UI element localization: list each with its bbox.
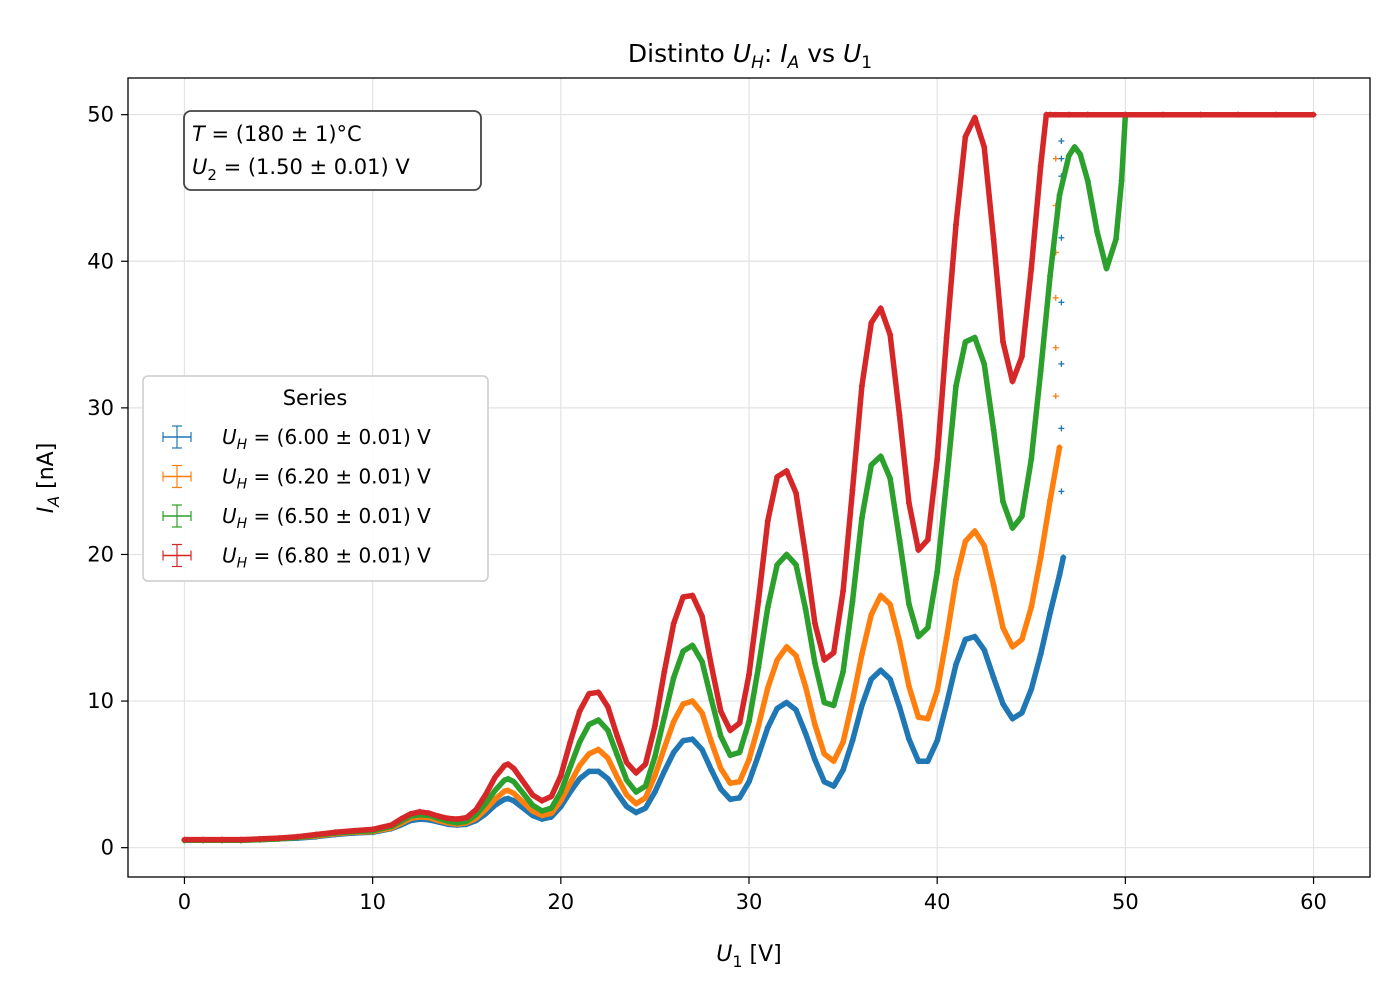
axis-ticks: 0 10 20 30 40 50 60 0 10 20 30 40 50 <box>87 103 1327 914</box>
y-tick-label: 20 <box>87 542 114 566</box>
chart-title: Distinto UH: IA vs U1 <box>628 39 872 73</box>
info-temperature: T = (180 ± 1)°C <box>192 122 362 146</box>
info-voltage-u2: U2 = (1.50 ± 0.01) V <box>192 155 410 184</box>
legend-label-2: UH = (6.20 ± 0.01) V <box>222 465 431 493</box>
legend-entry-3: UH = (6.50 ± 0.01) V <box>162 504 431 532</box>
info-box: T = (180 ± 1)°C U2 = (1.50 ± 0.01) V <box>183 110 482 191</box>
x-axis-label: U1 [V] <box>716 942 782 971</box>
legend-label-3: UH = (6.50 ± 0.01) V <box>222 504 431 532</box>
legend-label-1: UH = (6.00 ± 0.01) V <box>222 425 431 453</box>
x-tick-label: 30 <box>736 890 763 914</box>
series-4 <box>181 111 1317 843</box>
legend: Series UH = (6.00 ± 0.01) V UH = (6.20 ± … <box>142 375 489 582</box>
series-layer <box>181 111 1317 844</box>
y-tick-label: 50 <box>87 103 114 127</box>
legend-frame <box>142 375 489 582</box>
legend-entry-2: UH = (6.20 ± 0.01) V <box>162 465 431 493</box>
legend-label-4: UH = (6.80 ± 0.01) V <box>222 544 431 572</box>
x-tick-label: 50 <box>1112 890 1139 914</box>
y-tick-label: 30 <box>87 396 114 420</box>
info-box-frame <box>183 110 482 191</box>
y-tick-label: 0 <box>101 836 114 860</box>
legend-entries: UH = (6.00 ± 0.01) V UH = (6.20 ± 0.01) V… <box>162 425 431 572</box>
x-tick-label: 40 <box>924 890 951 914</box>
y-tick-label: 40 <box>87 249 114 273</box>
x-tick-label: 10 <box>359 890 386 914</box>
legend-title: Series <box>283 386 348 410</box>
x-tick-label: 60 <box>1300 890 1327 914</box>
plot-frame <box>127 77 1371 878</box>
y-axis-label: IA [nA] <box>34 443 63 514</box>
y-tick-label: 10 <box>87 689 114 713</box>
x-tick-label: 0 <box>178 890 191 914</box>
legend-entry-1: UH = (6.00 ± 0.01) V <box>162 425 431 453</box>
legend-entry-4: UH = (6.80 ± 0.01) V <box>162 544 431 572</box>
x-tick-label: 20 <box>547 890 574 914</box>
